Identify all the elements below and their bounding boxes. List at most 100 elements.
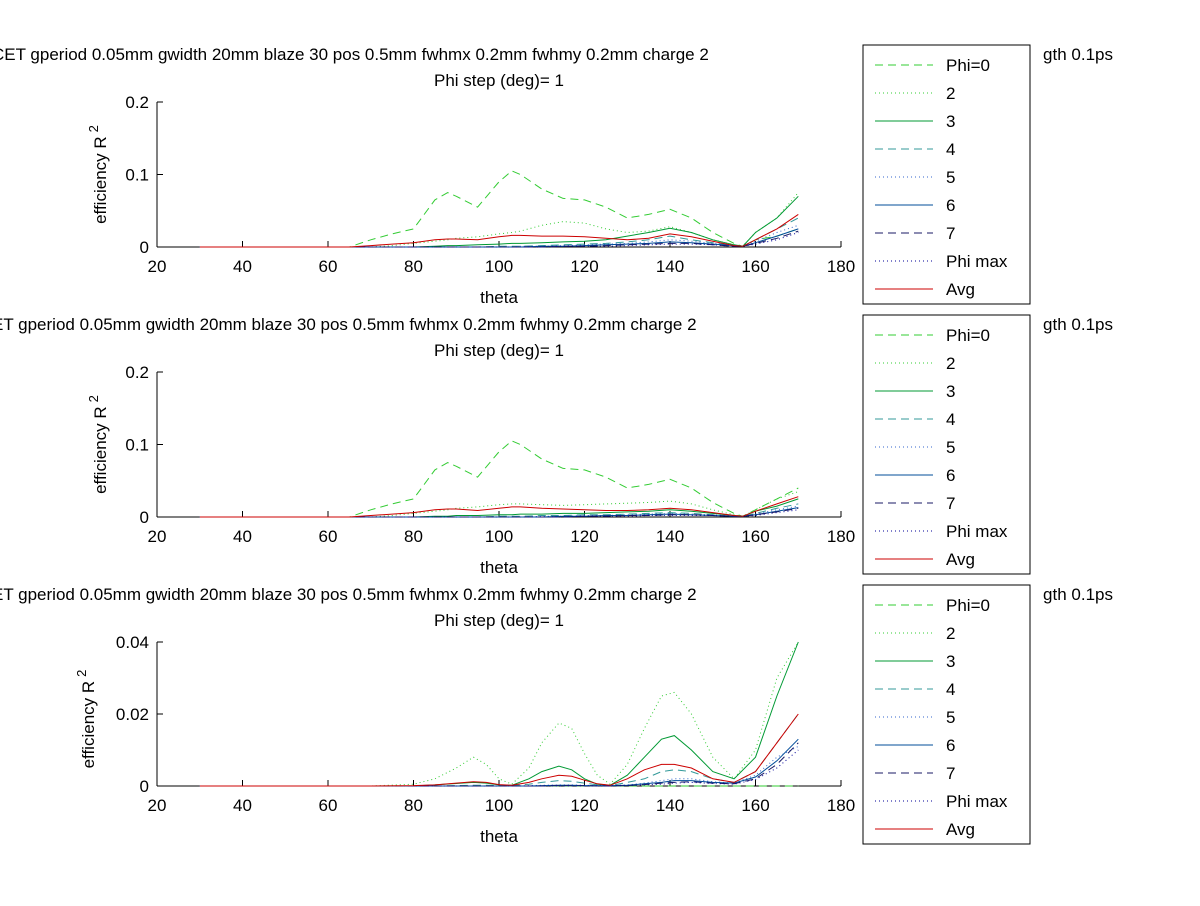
plot-title-tail: gth 0.1ps	[1043, 315, 1113, 334]
x-tick-label: 100	[485, 527, 513, 546]
legend-entry-label: Avg	[946, 820, 975, 839]
y-tick-label: 0.2	[125, 93, 149, 112]
legend-entry-label: 6	[946, 736, 955, 755]
subplot-1: CET gperiod 0.05mm gwidth 20mm blaze 30 …	[0, 44, 1113, 307]
legend-entry-label: 3	[946, 652, 955, 671]
x-tick-label: 100	[485, 796, 513, 815]
legend-entry-label: Phi max	[946, 522, 1008, 541]
plot-title: CET gperiod 0.05mm gwidth 20mm blaze 30 …	[0, 45, 709, 64]
x-tick-label: 40	[233, 257, 252, 276]
x-tick-label: 40	[233, 796, 252, 815]
legend-box	[862, 584, 1031, 845]
x-tick-label: 140	[656, 796, 684, 815]
y-tick-label: 0	[140, 238, 149, 257]
legend-entry-label: 5	[946, 438, 955, 457]
plot-title-tail: gth 0.1ps	[1043, 45, 1113, 64]
legend-entry-label: Phi=0	[946, 326, 990, 345]
legend-entry-label: 4	[946, 410, 955, 429]
legend-entry-label: 5	[946, 168, 955, 187]
series-line-8	[199, 232, 799, 248]
x-tick-label: 180	[827, 257, 855, 276]
y-axis-label-superscript: 2	[86, 125, 101, 132]
plot-subtitle: Phi step (deg)= 1	[434, 71, 564, 90]
legend-entry-label: 6	[946, 196, 955, 215]
legend-entry-label: 5	[946, 708, 955, 727]
legend-entry-label: 7	[946, 764, 955, 783]
x-tick-label: 80	[404, 527, 423, 546]
x-tick-label: 20	[148, 527, 167, 546]
legend-entry-label: 3	[946, 382, 955, 401]
x-tick-label: 180	[827, 796, 855, 815]
legend-entry-label: 7	[946, 494, 955, 513]
x-tick-label: 80	[404, 257, 423, 276]
legend-entry-label: Phi max	[946, 792, 1008, 811]
x-tick-label: 60	[319, 257, 338, 276]
subplot-2: ET gperiod 0.05mm gwidth 20mm blaze 30 p…	[0, 314, 1113, 577]
legend-entry-label: 4	[946, 680, 955, 699]
x-tick-label: 160	[741, 257, 769, 276]
y-axis-label-text: efficiency R	[79, 681, 98, 769]
plot-title: ET gperiod 0.05mm gwidth 20mm blaze 30 p…	[0, 585, 697, 604]
x-tick-label: 60	[319, 527, 338, 546]
x-tick-label: 120	[570, 527, 598, 546]
subplot-3: ET gperiod 0.05mm gwidth 20mm blaze 30 p…	[0, 584, 1113, 846]
x-tick-label: 120	[570, 796, 598, 815]
x-tick-label: 160	[741, 796, 769, 815]
x-tick-label: 60	[319, 796, 338, 815]
y-tick-label: 0.2	[125, 363, 149, 382]
legend-box	[862, 44, 1031, 305]
x-tick-label: 40	[233, 527, 252, 546]
legend-entry-label: 2	[946, 624, 955, 643]
legend: Phi=0 2 3 4 5 6 7 Phi max Avg	[862, 44, 1031, 305]
x-tick-label: 120	[570, 257, 598, 276]
x-tick-label: 140	[656, 527, 684, 546]
plot-title: ET gperiod 0.05mm gwidth 20mm blaze 30 p…	[0, 315, 697, 334]
series-line-9	[199, 496, 799, 518]
plot-subtitle: Phi step (deg)= 1	[434, 611, 564, 630]
subplots: CET gperiod 0.05mm gwidth 20mm blaze 30 …	[0, 44, 1113, 846]
y-axis-label: efficiency R 2	[86, 395, 110, 494]
legend-entry-label: 2	[946, 84, 955, 103]
y-axis-label-superscript: 2	[74, 670, 89, 677]
legend-entry-label: 2	[946, 354, 955, 373]
legend-entry-label: 4	[946, 140, 955, 159]
series-line-2	[199, 641, 799, 787]
y-tick-label: 0.02	[116, 705, 149, 724]
y-axis-label-superscript: 2	[86, 395, 101, 402]
legend-entry-label: Avg	[946, 280, 975, 299]
legend-entry-label: Phi=0	[946, 56, 990, 75]
plot-title-tail: gth 0.1ps	[1043, 585, 1113, 604]
y-tick-label: 0.1	[125, 436, 149, 455]
x-tick-label: 180	[827, 527, 855, 546]
series-line-8	[199, 509, 799, 518]
series-line-1	[199, 440, 799, 518]
y-axis-label: efficiency R 2	[74, 670, 98, 769]
series-line-1	[199, 170, 799, 248]
series-line-9	[199, 713, 799, 787]
x-tick-label: 20	[148, 796, 167, 815]
legend-box	[862, 314, 1031, 575]
x-tick-label: 80	[404, 796, 423, 815]
legend-entry-label: Phi max	[946, 252, 1008, 271]
y-tick-label: 0	[140, 777, 149, 796]
x-tick-label: 160	[741, 527, 769, 546]
x-axis-label: theta	[480, 558, 518, 577]
y-tick-label: 0.04	[116, 633, 149, 652]
series-line-9	[199, 213, 799, 248]
legend-entry-label: 6	[946, 466, 955, 485]
x-tick-label: 20	[148, 257, 167, 276]
plot-subtitle: Phi step (deg)= 1	[434, 341, 564, 360]
y-tick-label: 0.1	[125, 166, 149, 185]
x-tick-label: 100	[485, 257, 513, 276]
x-axis-label: theta	[480, 288, 518, 307]
x-tick-label: 140	[656, 257, 684, 276]
y-axis-label-text: efficiency R	[91, 136, 110, 224]
legend-entry-label: 7	[946, 224, 955, 243]
x-axis-label: theta	[480, 827, 518, 846]
legend-entry-label: Phi=0	[946, 596, 990, 615]
y-axis-label-text: efficiency R	[91, 406, 110, 494]
legend-entry-label: 3	[946, 112, 955, 131]
legend-entry-label: Avg	[946, 550, 975, 569]
